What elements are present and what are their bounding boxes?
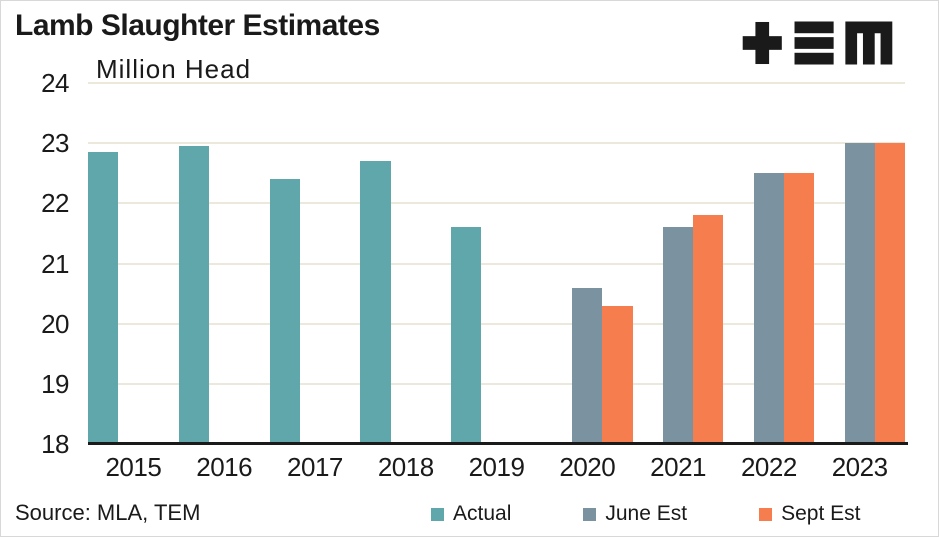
x-axis-tick-label-2023: 2023	[831, 452, 888, 482]
bar-june-est-2022	[753, 173, 784, 444]
gridline-22	[88, 202, 905, 205]
legend: Actual June Est Sept Est	[431, 502, 860, 526]
y-axis-unit-label: Million Head	[96, 54, 252, 84]
x-axis-tick-label-2021: 2021	[650, 452, 706, 482]
bar-june-est-2020	[572, 287, 603, 444]
legend-item-sept-est: Sept Est	[759, 502, 860, 526]
bar-group-2017	[269, 83, 361, 444]
bar-actual-2016	[178, 146, 210, 444]
x-axis-tick-label-2017: 2017	[287, 452, 343, 482]
tem-logo-icon	[742, 21, 893, 65]
logo-plus-horizontal	[742, 36, 782, 50]
bar-group-2018	[360, 83, 451, 444]
bar-sept-est-2021	[693, 215, 724, 444]
bar-group-2016	[178, 83, 270, 444]
x-axis-tick-label-2018: 2018	[377, 452, 434, 482]
y-axis-tick-label: 22	[41, 188, 69, 219]
legend-label: Actual	[453, 502, 512, 525]
y-axis-tick-label: 18	[41, 429, 69, 459]
y-axis-tick-label: 23	[41, 128, 69, 159]
bar-sept-est-2023	[874, 143, 905, 444]
y-axis-tick-label: 21	[41, 248, 69, 279]
x-axis-tick-label-2022: 2022	[740, 452, 797, 482]
bar-groups	[88, 83, 905, 444]
bar-actual-2015	[88, 152, 119, 444]
x-axis-labels: 2015 2016 2017 2018 2019 2020 2021 2022 2023	[88, 452, 905, 483]
x-axis-tick-label-2016: 2016	[196, 452, 253, 482]
legend-label: June Est	[605, 502, 688, 525]
chart-title: Lamb Slaughter Estimates	[15, 9, 380, 42]
bar-june-est-2023	[844, 143, 875, 444]
logo-m-glyph	[845, 21, 893, 65]
source-note: Source: MLA, TEM	[15, 500, 201, 525]
bar-group-2020	[542, 83, 633, 444]
gridline-21	[88, 262, 905, 265]
x-axis-tick-label-2015: 2015	[105, 452, 162, 482]
legend-label: Sept Est	[781, 502, 861, 525]
gridline-24	[88, 82, 905, 84]
x-axis-tick-label-2019: 2019	[468, 452, 525, 482]
legend-item-actual: Actual	[431, 502, 511, 526]
bar-actual-2017	[269, 179, 300, 444]
plot-area	[88, 82, 905, 444]
bar-sept-est-2022	[783, 173, 815, 444]
bar-group-2015	[88, 83, 179, 444]
logo-e-bar	[794, 52, 834, 65]
gridline-19	[88, 382, 905, 385]
x-axis-line	[88, 442, 908, 445]
logo-e-bar	[794, 21, 834, 34]
y-axis-tick-label: 24	[41, 68, 69, 98]
bar-group-2019	[451, 83, 542, 444]
bar-group-2021	[633, 83, 724, 444]
bar-actual-2018	[360, 161, 391, 444]
bar-actual-2019	[451, 227, 482, 444]
logo-e-bar	[794, 37, 834, 49]
x-axis-tick-label-2020: 2020	[559, 452, 616, 482]
bar-june-est-2021	[662, 227, 694, 444]
legend-swatch-icon	[759, 507, 773, 521]
legend-swatch-icon	[431, 507, 444, 521]
y-axis-tick-label: 19	[41, 368, 69, 399]
bar-sept-est-2020	[602, 305, 633, 444]
gridline-20	[88, 322, 905, 325]
bar-group-2022	[723, 83, 815, 444]
y-axis-tick-label: 20	[41, 308, 69, 339]
legend-item-june-est: June Est	[583, 502, 687, 526]
gridline-23	[88, 142, 905, 145]
bar-group-2023	[814, 83, 905, 444]
y-axis: 18 19 20 21 22 23 24	[1, 70, 69, 457]
legend-swatch-icon	[583, 507, 597, 521]
